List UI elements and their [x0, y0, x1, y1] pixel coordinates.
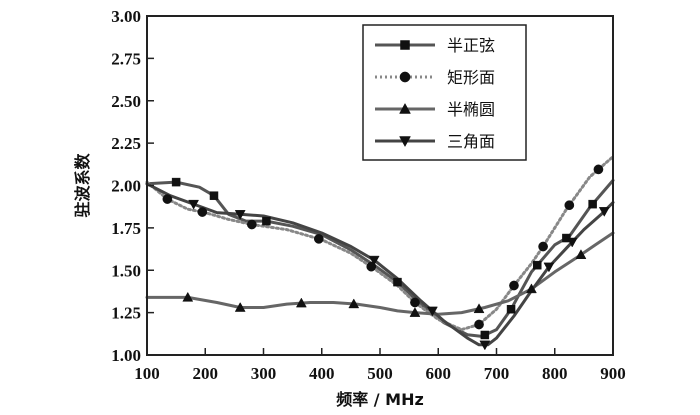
- series-line-4: [145, 182, 615, 347]
- y-axis-title: 驻波系数: [73, 153, 92, 218]
- y-tick-label: 1.50: [111, 261, 141, 280]
- series-point-1: [533, 260, 542, 270]
- series-point-2: [564, 200, 575, 211]
- series-point-1: [171, 177, 181, 187]
- legend-marker-4: [399, 136, 411, 148]
- series-point-3: [575, 249, 587, 259]
- series-point-3: [182, 291, 194, 302]
- x-tick-label: 600: [426, 364, 452, 383]
- legend-label-4: 三角面: [447, 132, 495, 151]
- x-tick-label: 300: [251, 364, 277, 383]
- series-point-2: [538, 241, 548, 252]
- legend-label-2: 矩形面: [447, 68, 495, 87]
- series-point-4: [598, 207, 610, 217]
- series-point-2: [197, 207, 208, 217]
- series-point-4: [566, 237, 578, 248]
- series-point-2: [593, 164, 604, 175]
- series-point-4: [188, 199, 200, 210]
- series-point-4: [234, 210, 246, 220]
- y-tick-label: 2.25: [111, 134, 141, 153]
- y-tick-label: 1.00: [111, 346, 141, 365]
- x-tick-label: 500: [367, 364, 393, 383]
- legend-marker-2: [399, 71, 411, 83]
- series-point-3: [348, 298, 360, 309]
- series-point-4: [479, 340, 491, 351]
- legend-marker-3: [399, 102, 411, 114]
- series-point-1: [209, 191, 219, 200]
- series-point-2: [313, 234, 324, 244]
- x-axis-title: 频率 / MHz: [336, 390, 424, 409]
- series-point-1: [506, 304, 516, 314]
- series-line-1: [145, 178, 615, 338]
- y-tick-label: 1.75: [111, 219, 141, 238]
- x-tick-label: 100: [134, 364, 160, 383]
- series-point-3: [526, 283, 537, 294]
- legend-box: [362, 24, 527, 161]
- series-point-1: [588, 199, 597, 209]
- series-point-4: [427, 306, 438, 317]
- y-tick-label: 2.50: [111, 92, 141, 111]
- y-tick-label: 2.00: [111, 177, 141, 196]
- series-point-3: [409, 307, 421, 317]
- series-point-2: [509, 280, 519, 291]
- series-line-2: [145, 155, 615, 332]
- series-point-3: [295, 297, 307, 308]
- series-point-2: [162, 194, 173, 204]
- series-point-1: [480, 330, 490, 340]
- series-point-2: [247, 219, 257, 230]
- x-tick-label: 200: [193, 364, 219, 383]
- series-point-3: [473, 303, 485, 314]
- series-point-4: [368, 255, 380, 266]
- y-tick-label: 1.25: [111, 304, 141, 323]
- series-point-3: [234, 302, 246, 312]
- legend-marker-1: [400, 40, 410, 50]
- x-tick-label: 800: [542, 364, 568, 383]
- series-point-2: [474, 319, 484, 330]
- x-tick-label: 900: [600, 364, 626, 383]
- y-tick-label: 2.75: [111, 49, 141, 68]
- series-line-3: [145, 231, 615, 316]
- series-point-1: [393, 277, 402, 287]
- x-tick-label: 400: [309, 364, 335, 383]
- series-point-4: [543, 262, 555, 273]
- x-tick-label: 700: [484, 364, 510, 383]
- series-point-1: [262, 216, 271, 226]
- legend-label-1: 半正弦: [447, 36, 495, 55]
- legend-label-3: 半椭圆: [447, 100, 495, 119]
- y-tick-label: 3.00: [111, 7, 141, 26]
- series-point-2: [410, 297, 420, 308]
